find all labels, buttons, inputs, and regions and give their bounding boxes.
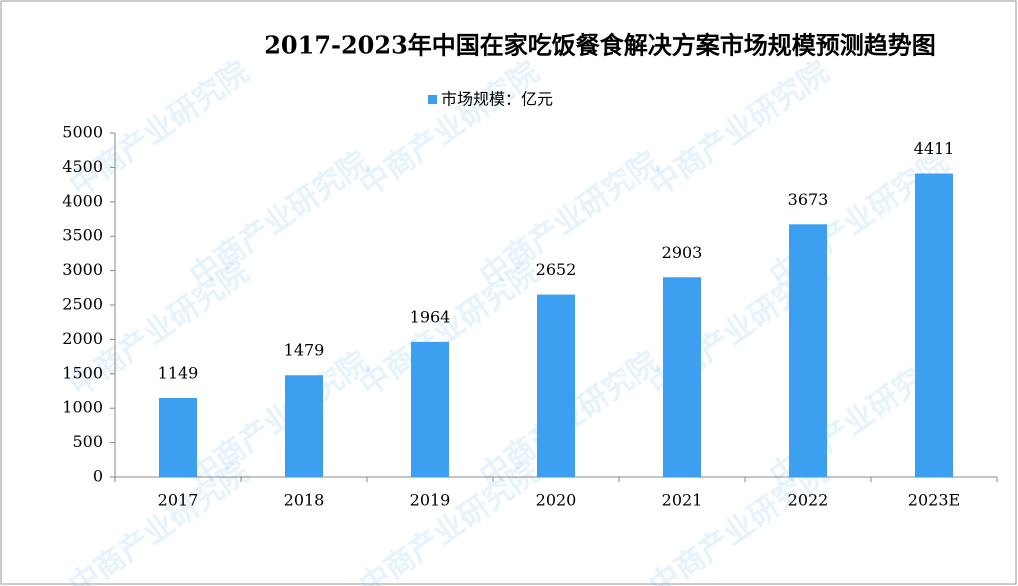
- y-tick-label: 500: [72, 432, 103, 451]
- bar: [537, 294, 575, 477]
- x-tick-label: 2020: [536, 491, 577, 510]
- x-tick-label: 2022: [788, 491, 829, 510]
- data-label: 1964: [410, 307, 451, 326]
- data-label: 3673: [788, 190, 829, 209]
- y-tick-label: 4500: [62, 157, 103, 176]
- x-tick-label: 2023E: [908, 491, 960, 510]
- y-tick-label: 5000: [62, 123, 103, 142]
- chart-title: 2017-2023年中国在家吃饭餐食解决方案市场规模预测趋势图: [264, 31, 936, 60]
- x-tick-label: 2017: [158, 491, 199, 510]
- bar: [663, 277, 701, 477]
- bar: [411, 341, 449, 477]
- y-tick-label: 3500: [62, 226, 103, 245]
- y-tick-label: 2500: [62, 295, 103, 314]
- y-tick-label: 2000: [62, 329, 103, 348]
- bar: [789, 224, 827, 477]
- data-label: 4411: [914, 139, 955, 158]
- y-tick-label: 1000: [62, 398, 103, 417]
- data-label: 1149: [158, 363, 199, 382]
- y-tick-label: 3000: [62, 260, 103, 279]
- data-label: 2903: [662, 243, 703, 262]
- data-label: 2652: [536, 260, 577, 279]
- data-label: 1479: [284, 341, 325, 360]
- bar: [285, 375, 323, 477]
- x-tick-label: 2018: [284, 491, 325, 510]
- bar: [159, 397, 197, 477]
- x-tick-label: 2021: [662, 491, 703, 510]
- legend-label: 市场规模：亿元: [441, 90, 553, 109]
- x-tick-label: 2019: [410, 491, 451, 510]
- bar: [915, 173, 953, 477]
- y-tick-label: 0: [93, 467, 103, 486]
- y-tick-label: 1500: [62, 363, 103, 382]
- legend-swatch: [428, 95, 437, 104]
- y-tick-label: 4000: [62, 191, 103, 210]
